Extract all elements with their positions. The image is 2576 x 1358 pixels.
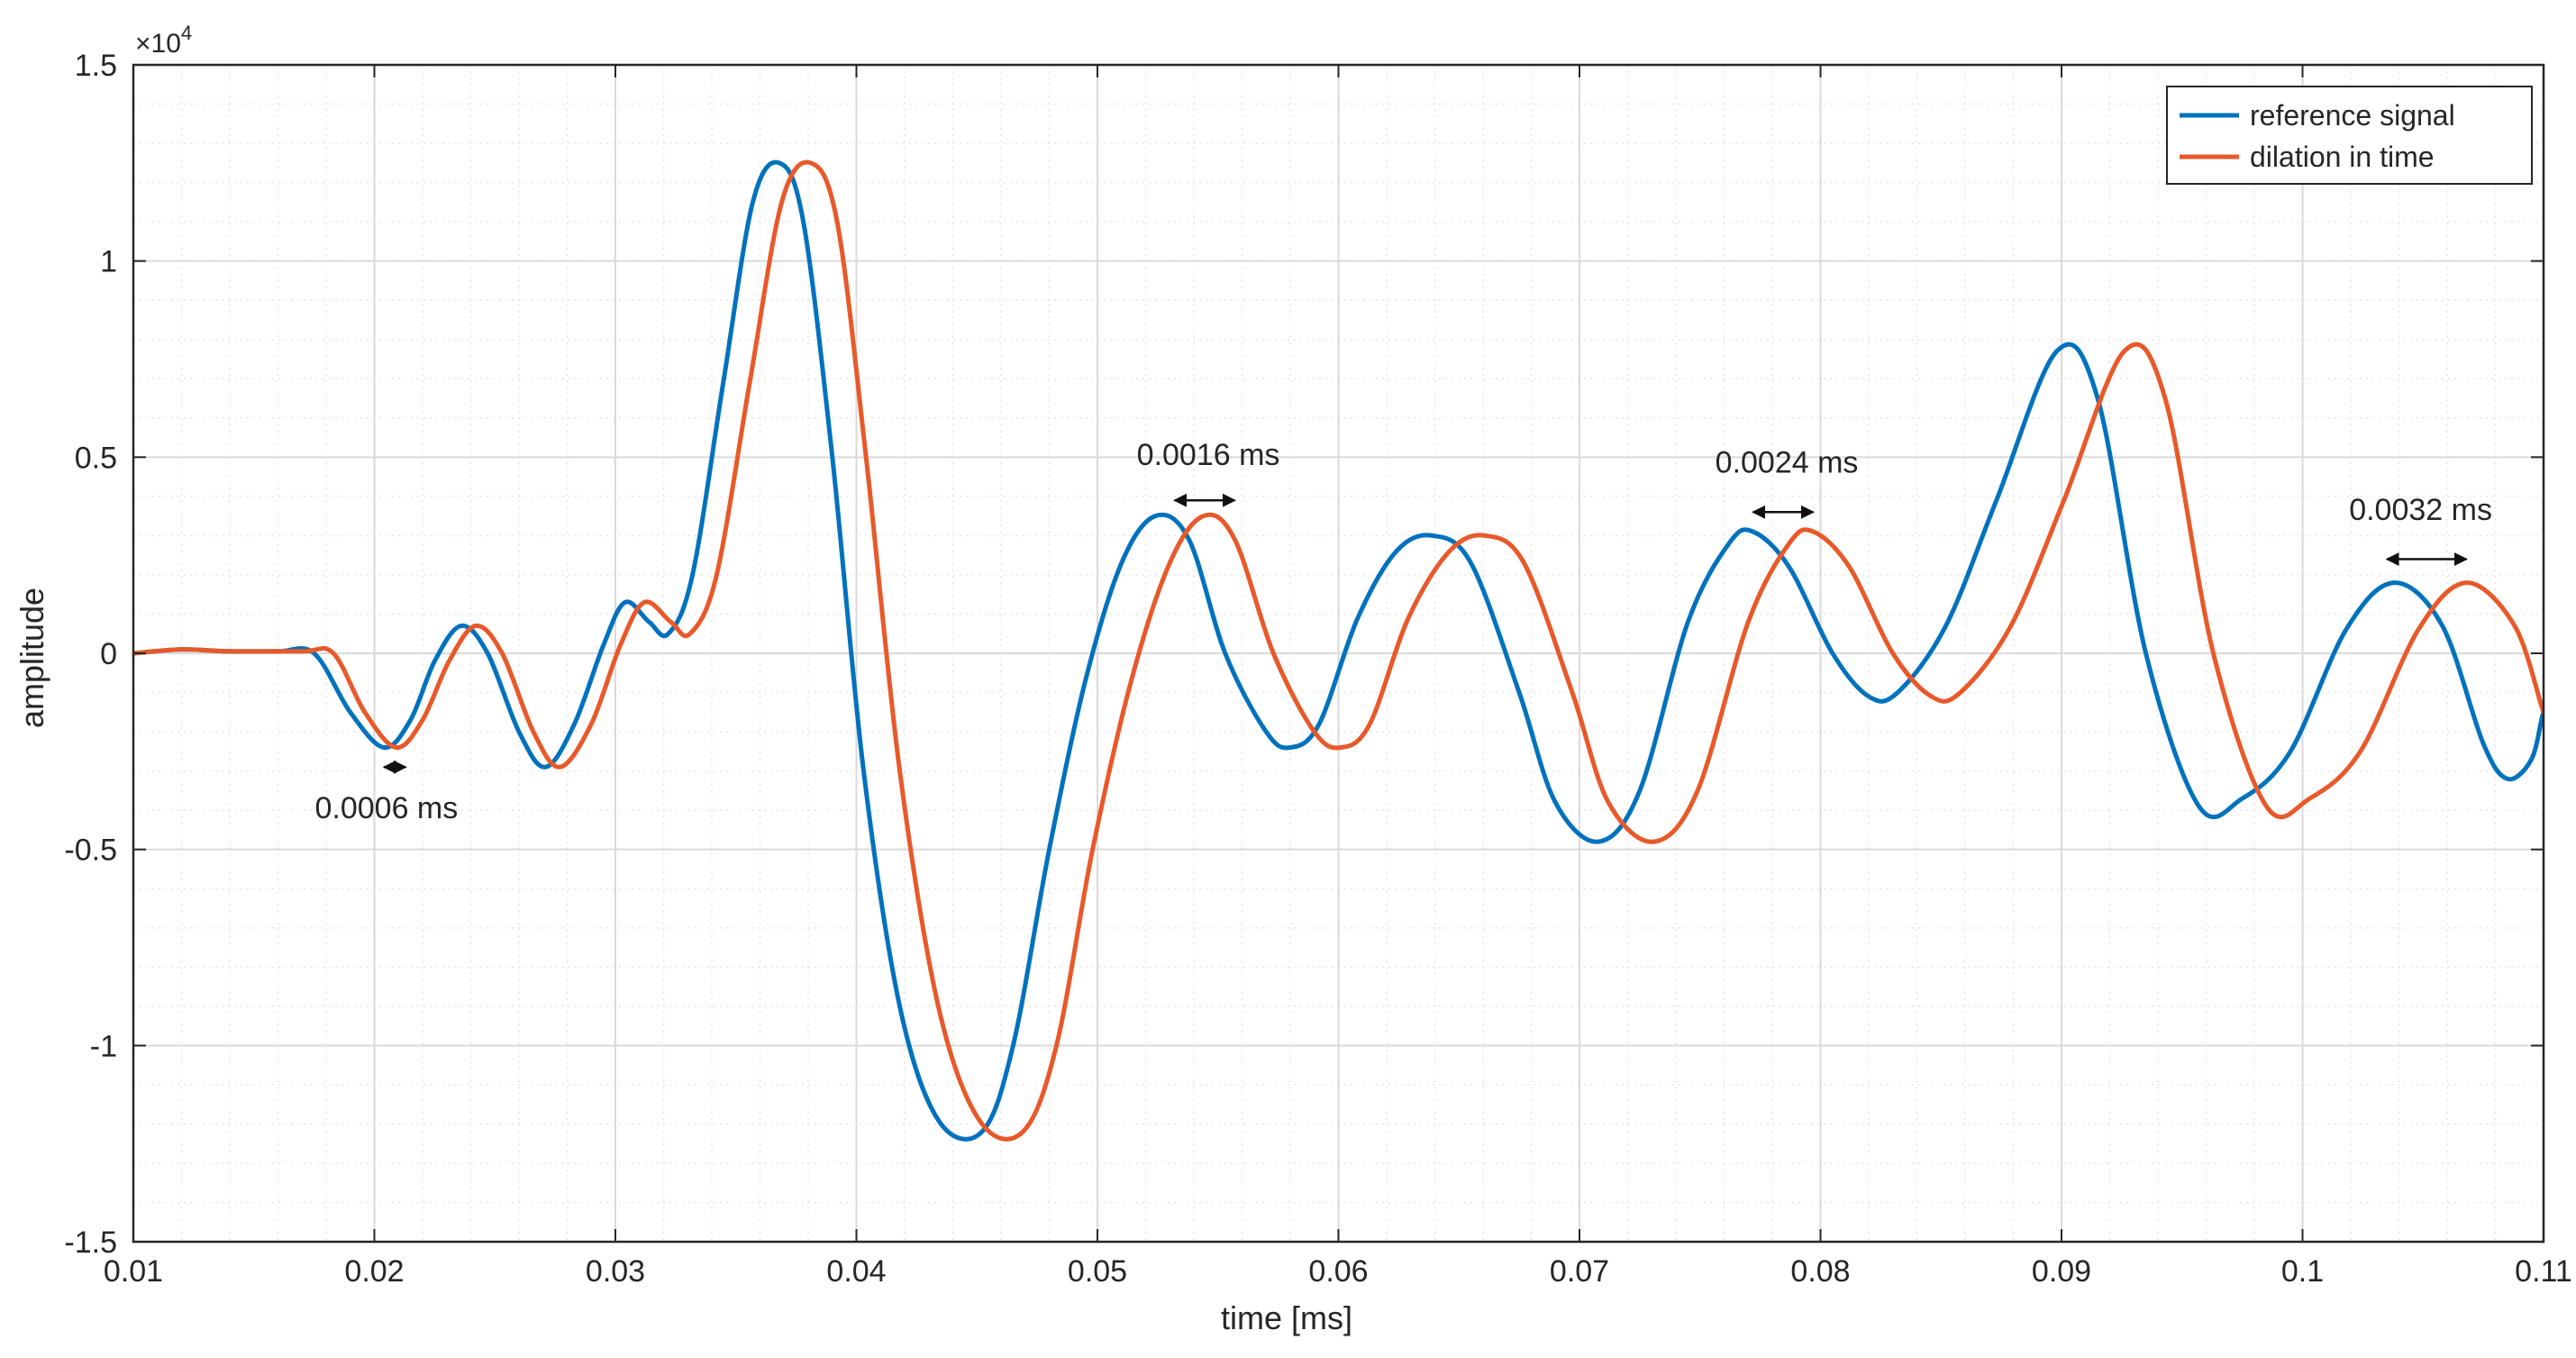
y-tick-label: 0.5: [75, 441, 117, 475]
y-tick-label: 0: [100, 637, 117, 671]
x-axis-label: time [ms]: [1221, 1299, 1352, 1336]
annotation-label: 0.0006 ms: [314, 791, 458, 825]
x-tick-label: 0.06: [1308, 1254, 1368, 1289]
x-tick-label: 0.04: [826, 1254, 886, 1289]
x-tick-label: 0.11: [2515, 1254, 2572, 1289]
annotation-label: 0.0032 ms: [2349, 493, 2492, 527]
y-exponent-power: 4: [181, 22, 192, 44]
y-tick-label: -0.5: [64, 834, 117, 868]
y-axis-label: amplitude: [14, 588, 50, 728]
series-line-reference-signal: [133, 159, 2544, 1142]
x-tick-label: 0.03: [586, 1254, 645, 1289]
svg-text:×104: ×104: [135, 22, 192, 59]
y-tick-label: -1: [90, 1029, 117, 1063]
x-tick-label: 0.07: [1550, 1254, 1609, 1289]
legend-entry: reference signal: [2250, 99, 2455, 132]
y-tick-label: 1: [100, 245, 117, 279]
annotation-label: 0.0016 ms: [1137, 438, 1280, 472]
y-exponent-base: ×10: [135, 29, 181, 59]
x-tick-label: 0.05: [1068, 1254, 1127, 1289]
major-grid: [132, 64, 2544, 1243]
x-tick-label: 0.1: [2281, 1254, 2324, 1289]
series-line-dilation-in-time: [133, 159, 2544, 1142]
y-tick-label: -1.5: [64, 1226, 117, 1260]
legend: reference signal dilation in time: [2166, 86, 2533, 185]
ticks-layer: 0.01 0.02 0.03 0.04 0.05 0.06 0.07 0.08 0.09 0.1 0…: [64, 49, 2571, 1289]
annotation-layer: 0.0006 ms 0.0016 ms 0.0024 ms 0.0032 ms: [314, 438, 2491, 825]
annotation-label: 0.0024 ms: [1716, 446, 1859, 480]
x-tick-label: 0.09: [2032, 1254, 2091, 1289]
x-tick-label: 0.01: [104, 1254, 163, 1289]
x-tick-label: 0.02: [344, 1254, 404, 1289]
legend-entry: dilation in time: [2250, 141, 2435, 173]
legend-box: [2166, 86, 2533, 185]
series-layer: [133, 159, 2544, 1142]
y-exponent-label: ×104: [135, 22, 192, 59]
y-tick-label: 1.5: [75, 49, 117, 83]
x-tick-label: 0.08: [1790, 1254, 1850, 1289]
